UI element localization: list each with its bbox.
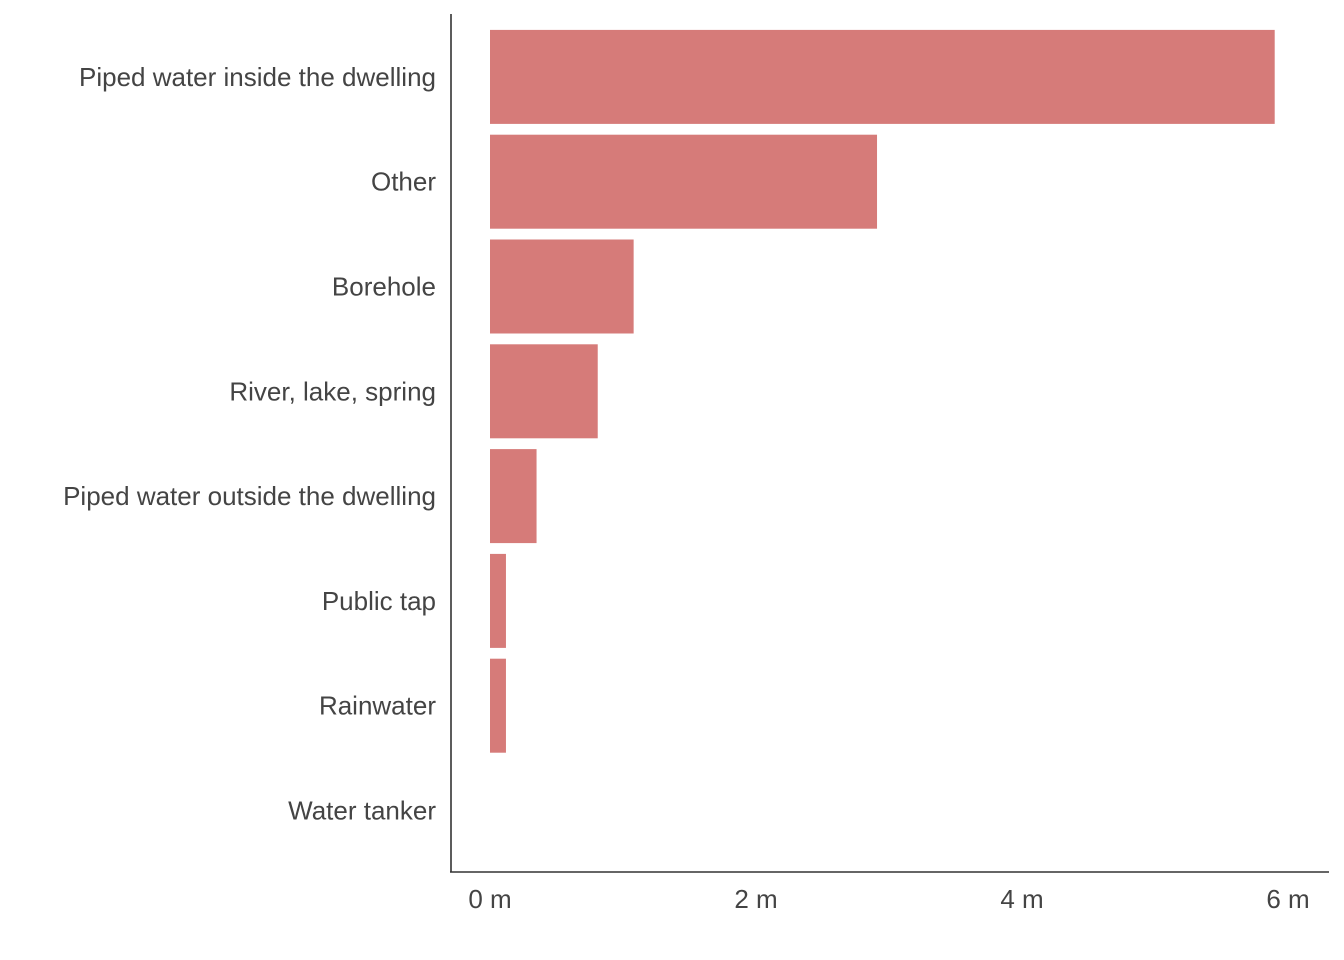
- bar: [490, 344, 598, 439]
- x-tick-label: 0 m: [468, 884, 511, 914]
- bar: [490, 449, 537, 544]
- bar: [490, 239, 634, 334]
- x-tick-label: 6 m: [1266, 884, 1309, 914]
- bar: [490, 658, 506, 753]
- bar: [490, 134, 878, 229]
- bar: [490, 553, 506, 648]
- category-labels: Piped water inside the dwelling Other Bore…: [63, 62, 436, 826]
- bar: [490, 29, 1275, 124]
- x-tick-label: 2 m: [734, 884, 777, 914]
- category-label: Borehole: [332, 272, 436, 302]
- x-tick-labels: 0 m 2 m 4 m 6 m: [468, 884, 1309, 914]
- category-label: Public tap: [322, 586, 436, 616]
- category-label: Piped water outside the dwelling: [63, 481, 436, 511]
- category-label: Rainwater: [319, 691, 436, 721]
- bars-group: [490, 29, 1275, 753]
- category-label: Piped water inside the dwelling: [79, 62, 436, 92]
- category-label: River, lake, spring: [229, 376, 436, 406]
- category-label: Water tanker: [288, 796, 436, 826]
- x-tick-label: 4 m: [1000, 884, 1043, 914]
- category-label: Other: [371, 167, 436, 197]
